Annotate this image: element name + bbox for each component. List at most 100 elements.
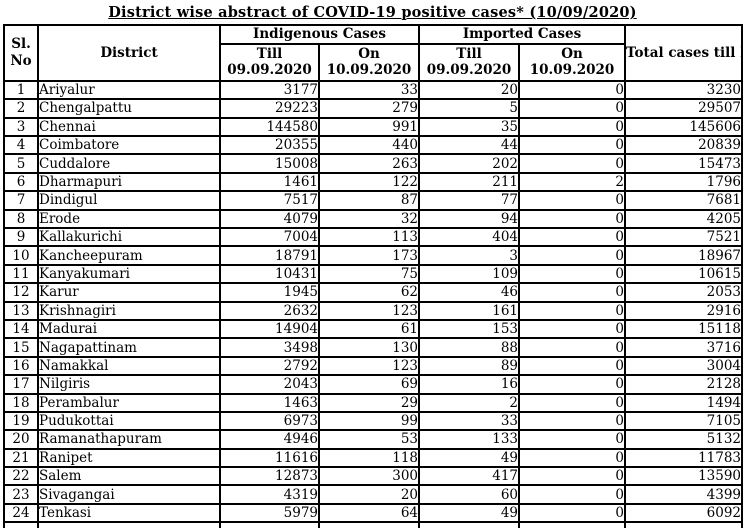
district-cell: Chengalpattu <box>37 98 221 119</box>
district-cell: Sivagangai <box>37 484 221 505</box>
table-row: 24 Tenkasi 5979 64 49 0 6092 <box>3 502 744 524</box>
indigenous-till-cell: 6973 <box>219 410 320 432</box>
imported-till-cell: 202 <box>418 153 521 174</box>
imported-till-cell: 44 <box>418 135 521 156</box>
indigenous-on-cell: 123 <box>317 300 421 321</box>
sl-no-cell: 20 <box>3 429 39 450</box>
indigenous-on-cell: 99 <box>317 410 421 432</box>
imported-till-cell: 2 <box>418 392 521 413</box>
table-row: 22 Salem 12873 300 417 0 13590 <box>3 466 744 487</box>
indigenous-till-cell: 5979 <box>219 502 320 524</box>
imported-on-cell: 0 <box>518 208 627 230</box>
table-row: 15 Nagapattinam 3498 130 88 0 3716 <box>3 337 744 358</box>
total-cell: 3230 <box>624 79 744 101</box>
imported-till-cell: 49 <box>418 447 521 469</box>
district-cell: Kanyakumari <box>37 263 221 285</box>
on-date: 10.09.2020 <box>529 62 615 79</box>
table-row: 5 Cuddalore 15008 263 202 0 15473 <box>3 153 744 174</box>
imported-till-cell: 153 <box>418 318 521 340</box>
table-row: 12 Karur 1945 62 46 0 2053 <box>3 282 744 303</box>
district-cell: Kancheepuram <box>37 245 221 266</box>
district-cell: Kallakurichi <box>37 226 221 248</box>
imported-on-cell: 0 <box>518 116 627 138</box>
imported-on-cell: 0 <box>518 410 627 432</box>
header-sl-no: Sl. No <box>3 24 39 82</box>
indigenous-till-cell: 29223 <box>219 98 320 119</box>
indigenous-on-cell: 113 <box>317 226 421 248</box>
indigenous-on-cell: 118 <box>317 447 421 469</box>
sl-no-cell: 5 <box>3 153 39 174</box>
table-row: 23 Sivagangai 4319 20 60 0 4399 <box>3 484 744 505</box>
district-cell: Tenkasi <box>37 502 221 524</box>
indigenous-till-cell: 2792 <box>219 355 320 377</box>
total-cell: 11783 <box>624 447 744 469</box>
imported-on-cell: 0 <box>518 355 627 377</box>
indigenous-till-cell: 2632 <box>219 300 320 321</box>
indigenous-till-cell: 3498 <box>219 337 320 358</box>
imported-on-cell: 0 <box>518 226 627 248</box>
imported-till-cell: 16 <box>418 374 521 395</box>
sl-no-cell: 19 <box>3 410 39 432</box>
imported-on-cell: 2 <box>518 171 627 193</box>
imported-till-cell: 3 <box>418 245 521 266</box>
indigenous-on-cell: 123 <box>317 355 421 377</box>
district-cell: Dharmapuri <box>37 171 221 193</box>
district-cell <box>37 521 221 528</box>
district-cell: Madurai <box>37 318 221 340</box>
district-cell: Ranipet <box>37 447 221 469</box>
total-cell: 2053 <box>624 282 744 303</box>
sl-no-cell: 24 <box>3 502 39 524</box>
indigenous-on-cell: 263 <box>317 153 421 174</box>
table-row: 1 Ariyalur 3177 33 20 0 3230 <box>3 79 744 101</box>
imported-on-cell: 0 <box>518 318 627 340</box>
imported-till-cell <box>418 521 521 528</box>
imported-till-cell: 94 <box>418 208 521 230</box>
sl-no-cell: 8 <box>3 208 39 230</box>
table-row: 7 Dindigul 7517 87 77 0 7681 <box>3 190 744 211</box>
sl-no-cell: 7 <box>3 190 39 211</box>
indigenous-till-cell: 4319 <box>219 484 320 505</box>
table-row: 10 Kancheepuram 18791 173 3 0 18967 <box>3 245 744 266</box>
imported-on-cell: 0 <box>518 429 627 450</box>
total-cell: 3716 <box>624 337 744 358</box>
sl-no-cell: 3 <box>3 116 39 138</box>
indigenous-on-cell <box>317 521 421 528</box>
indigenous-on-cell: 991 <box>317 116 421 138</box>
table-row: 21 Ranipet 11616 118 49 0 11783 <box>3 447 744 469</box>
district-cell: Perambalur <box>37 392 221 413</box>
district-cell: Krishnagiri <box>37 300 221 321</box>
indigenous-on-cell: 440 <box>317 135 421 156</box>
imported-on-cell <box>518 521 627 528</box>
indigenous-till-cell <box>219 521 320 528</box>
header-imported-till: Till 09.09.2020 <box>418 42 521 82</box>
header-indigenous-on: On 10.09.2020 <box>317 42 421 82</box>
indigenous-till-cell: 3177 <box>219 79 320 101</box>
till-label: Till <box>256 45 283 62</box>
table-body: 1 Ariyalur 3177 33 20 0 3230 2 Chengalpattu 29223… <box>3 79 744 528</box>
indigenous-on-cell: 75 <box>317 263 421 285</box>
imported-on-cell: 0 <box>518 374 627 395</box>
total-cell: 29507 <box>624 98 744 119</box>
imported-till-cell: 49 <box>418 502 521 524</box>
till-label: Till <box>456 45 482 62</box>
district-cell: Namakkal <box>37 355 221 377</box>
total-cell: 2916 <box>624 300 744 321</box>
total-cell: 20839 <box>624 135 744 156</box>
total-cell: 145606 <box>624 116 744 138</box>
imported-till-cell: 161 <box>418 300 521 321</box>
table-row: 18 Perambalur 1463 29 2 0 1494 <box>3 392 744 413</box>
imported-till-cell: 60 <box>418 484 521 505</box>
imported-on-cell: 0 <box>518 153 627 174</box>
sl-no-cell: 11 <box>3 263 39 285</box>
imported-on-cell: 0 <box>518 135 627 156</box>
till-date: 09.09.2020 <box>227 62 312 79</box>
total-cell: 4205 <box>624 208 744 230</box>
header-sl-no-line1: Sl. <box>11 36 31 53</box>
sl-no-cell <box>3 521 39 528</box>
total-cell: 7105 <box>624 410 744 432</box>
table-row: 14 Madurai 14904 61 153 0 15118 <box>3 318 744 340</box>
imported-on-cell: 0 <box>518 466 627 487</box>
total-cell: 6092 <box>624 502 744 524</box>
sl-no-cell: 21 <box>3 447 39 469</box>
